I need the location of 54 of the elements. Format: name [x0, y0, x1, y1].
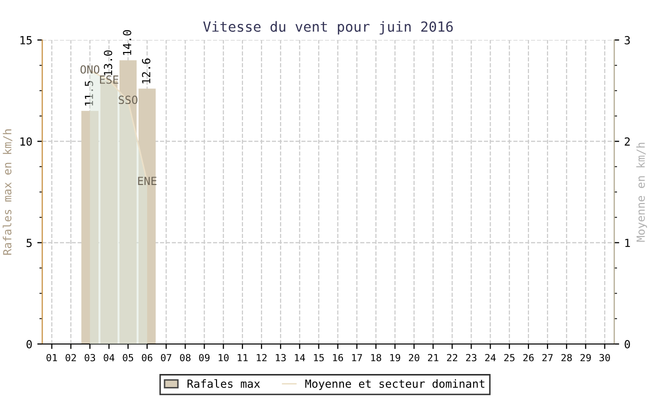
x-tick-label: 18 — [371, 354, 382, 362]
x-tick-label: 28 — [561, 354, 572, 362]
data-label: 13.0 — [104, 50, 112, 76]
annotation: SSO — [118, 96, 138, 104]
annotation: ONO — [80, 65, 100, 74]
x-tick-label: 20 — [408, 354, 420, 362]
x-tick-label: 13 — [276, 354, 286, 362]
x-tick-label: 14 — [294, 354, 306, 362]
data-label: 12.6 — [142, 58, 150, 84]
x-tick-label: 29 — [580, 354, 591, 362]
chart-title: Vitesse du vent pour juin 2016 — [203, 21, 453, 35]
x-tick-label: 22 — [447, 354, 458, 362]
annotation: ESE — [100, 75, 118, 84]
bar — [119, 60, 137, 344]
y-axis-title: Rafales max en km/h — [2, 129, 12, 255]
x-tick-label: 24 — [485, 354, 496, 362]
x-tick-label: 16 — [333, 354, 344, 362]
x-tick-label: 01 — [46, 354, 57, 362]
x-tick-label: 30 — [600, 354, 610, 362]
y2-tick-label: 3 — [624, 36, 630, 44]
data-label: 11.5 — [84, 81, 94, 106]
x-tick-label: 06 — [142, 354, 152, 362]
x-tick-label: 03 — [84, 354, 96, 362]
y-tick-label: 0 — [26, 340, 32, 348]
annotation: ENE — [138, 176, 156, 185]
x-tick-label: 08 — [180, 354, 190, 362]
x-tick-label: 02 — [66, 354, 76, 362]
x-tick-label: 11 — [238, 354, 248, 362]
y2-axis-title: Moyenne en km/h — [636, 142, 648, 242]
x-tick-label: 04 — [104, 354, 114, 362]
x-tick-label: 19 — [390, 354, 400, 362]
legend-label: Moyenne et secteur dominant — [305, 379, 484, 390]
x-tick-label: 15 — [314, 354, 324, 362]
y-tick-label: 15 — [20, 36, 32, 44]
y2-tick-label: 2 — [624, 137, 630, 146]
x-tick-label: 05 — [122, 354, 134, 362]
x-tick-label: 23 — [466, 354, 476, 362]
y2-tick-label: 1 — [625, 238, 630, 247]
x-tick-label: 07 — [160, 354, 172, 362]
x-tick-label: 27 — [542, 354, 553, 362]
x-tick-label: 17 — [352, 354, 362, 362]
x-tick-label: 10 — [218, 354, 229, 362]
bar — [138, 88, 156, 344]
y-tick-label: 5 — [26, 238, 32, 248]
x-tick-label: 09 — [199, 354, 210, 362]
x-tick-label: 25 — [504, 354, 514, 362]
x-tick-label: 12 — [256, 354, 267, 362]
bar — [81, 110, 98, 344]
data-label: 14.0 — [122, 30, 132, 55]
legend-label: Rafales max — [188, 379, 260, 388]
y-tick-label: 10 — [20, 137, 32, 146]
y2-tick-label: 0 — [624, 340, 630, 348]
x-tick-label: 21 — [428, 354, 438, 362]
x-tick-label: 26 — [523, 354, 534, 362]
